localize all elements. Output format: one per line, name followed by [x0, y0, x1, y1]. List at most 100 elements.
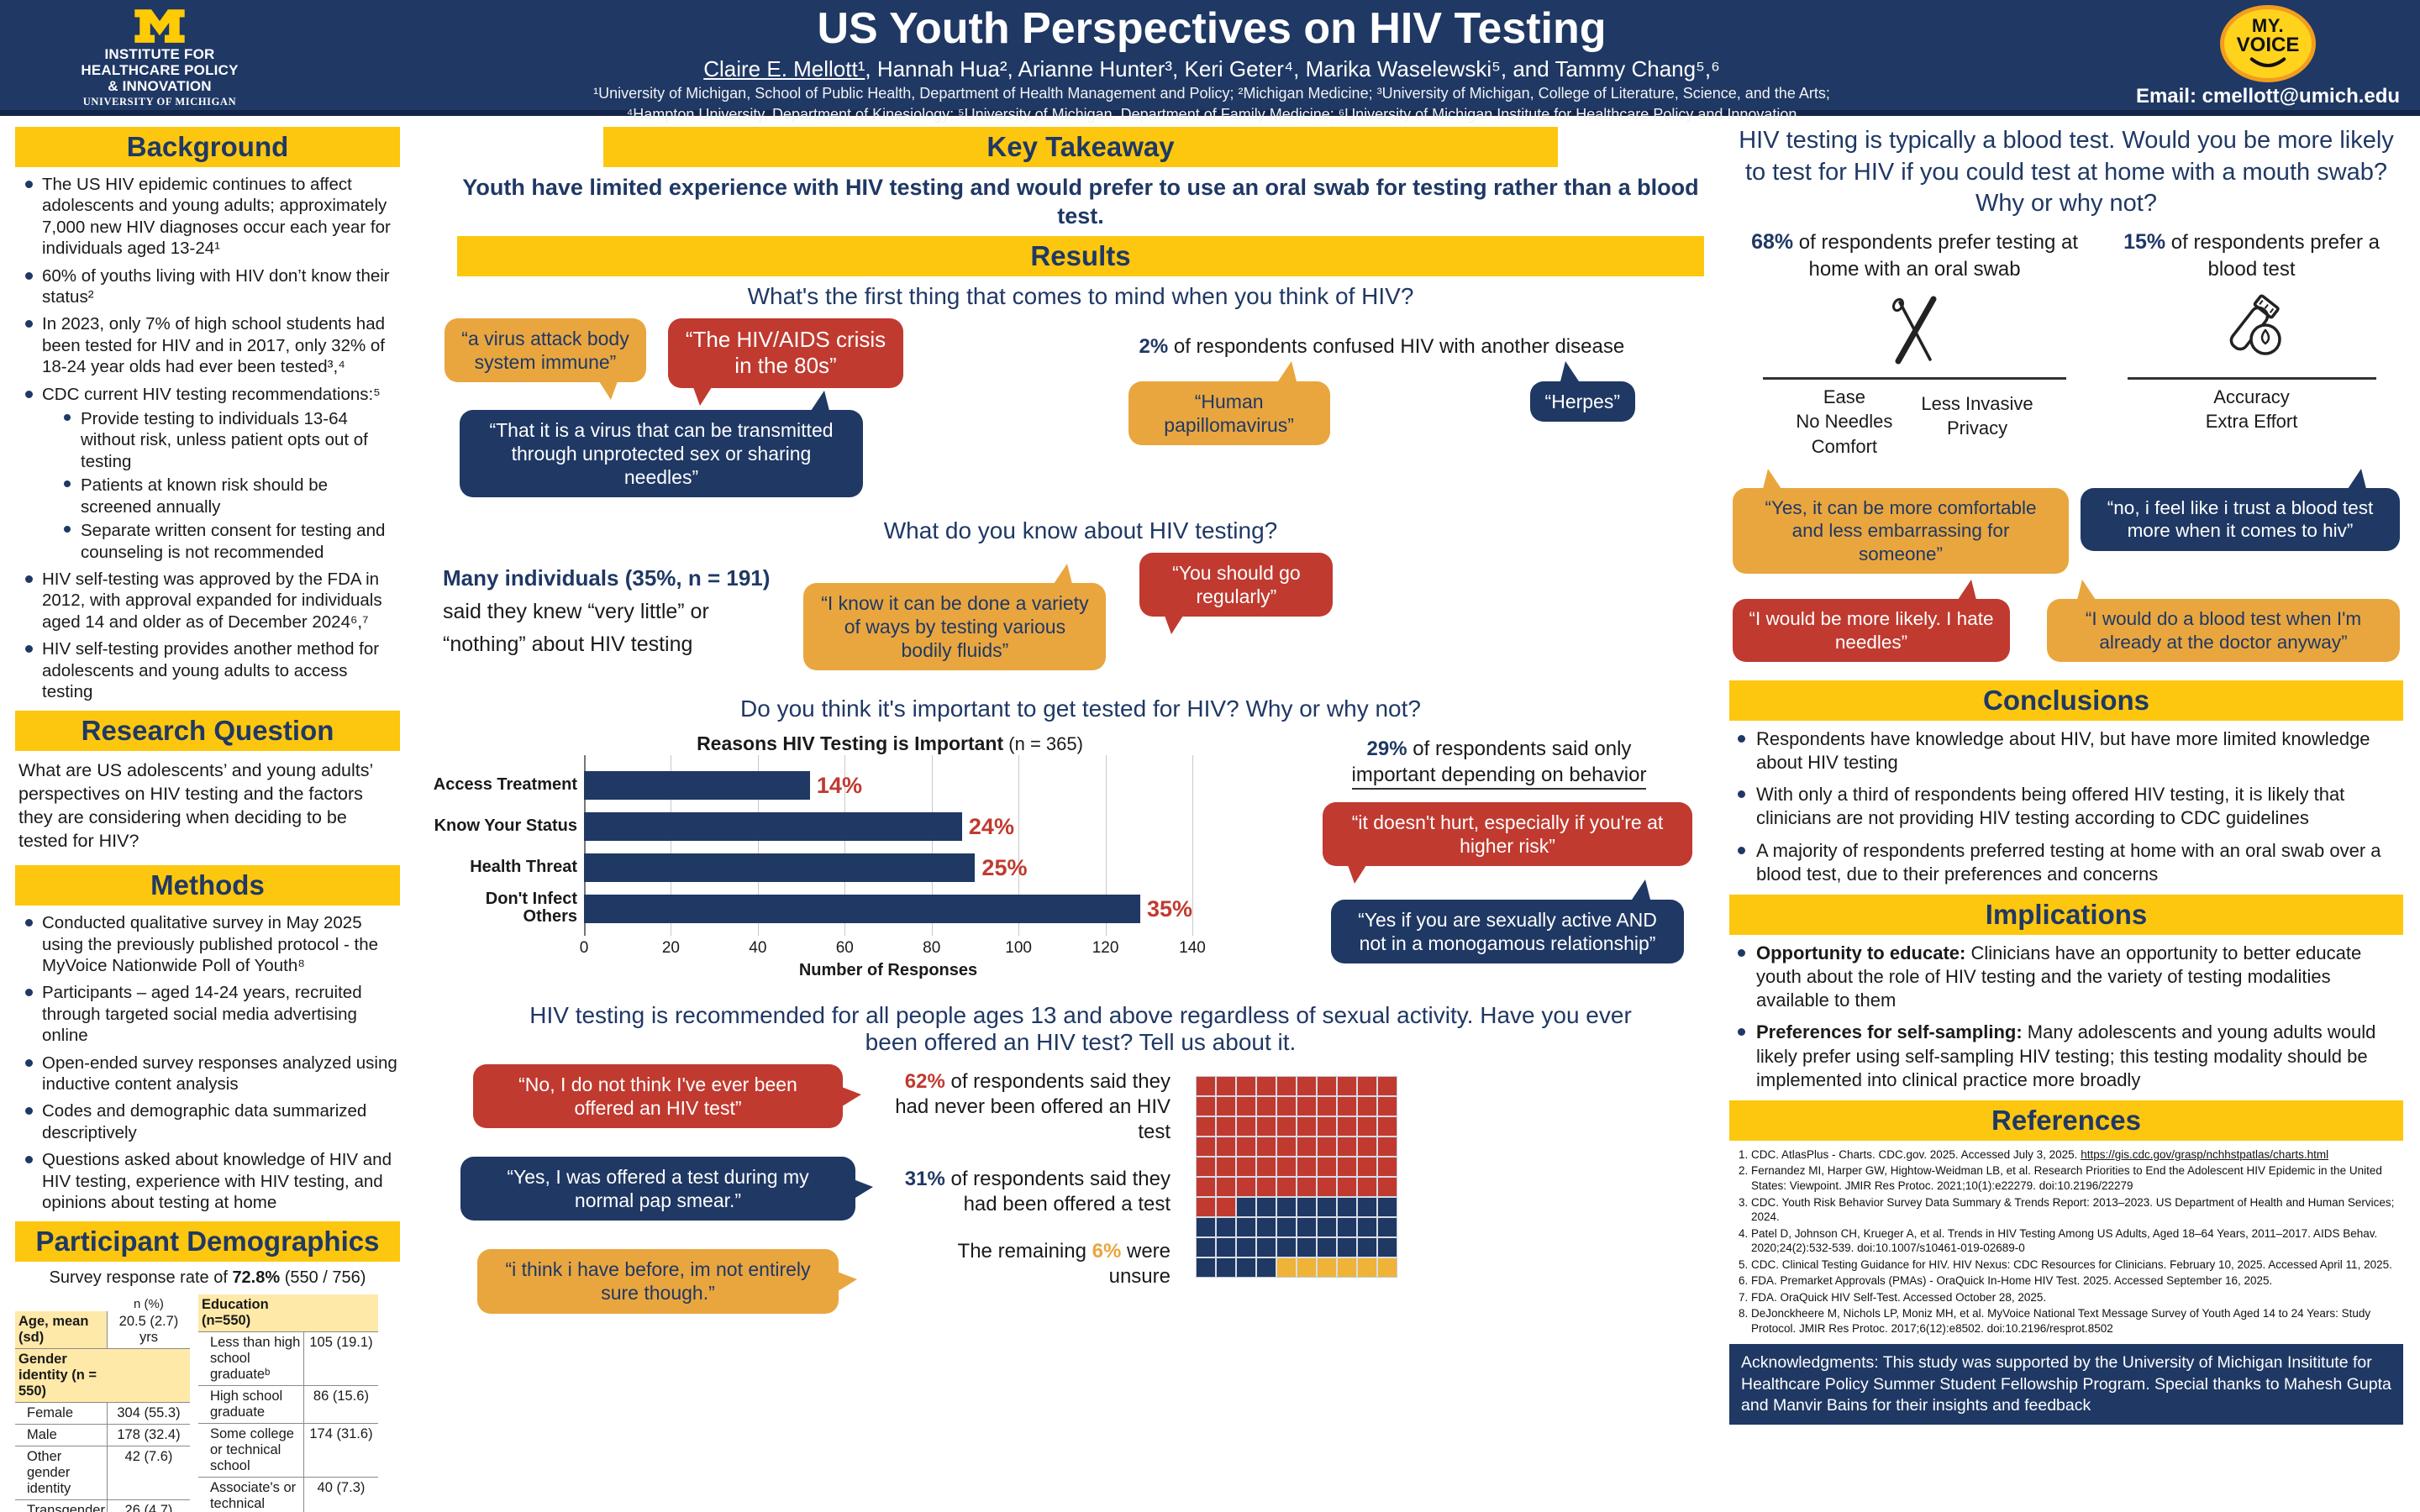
reference-text: Patel D, Johnson CH, Krueger A, et al. T…	[1751, 1226, 2378, 1255]
waffle-cell	[1378, 1097, 1397, 1116]
q3-stat-line2: important depending on behavior	[1351, 764, 1647, 790]
waffle-cell	[1358, 1258, 1376, 1278]
q2-lead-bold: Many individuals (35%, n = 191)	[443, 565, 771, 591]
waffle-cell	[1297, 1117, 1316, 1137]
acknowledgments: Acknowledgments: This study was supporte…	[1729, 1344, 2403, 1425]
waffle-cell	[1378, 1077, 1397, 1096]
bullet-text: In 2023, only 7% of high school students…	[42, 314, 386, 377]
bullet-text: HIV self-testing was approved by the FDA…	[42, 569, 382, 632]
chart-category-labels: Access Treatment Know Your Status Health T…	[428, 759, 584, 936]
reference-item: FDA. Premarket Approvals (PMAs) - OraQui…	[1751, 1273, 2403, 1289]
bullet-item: 60% of youths living with HIV don’t know…	[22, 265, 398, 308]
swab-icon-block	[1729, 287, 2100, 385]
pref-blood-text: of respondents prefer a blood test	[2165, 231, 2380, 281]
reference-item: CDC. Youth Risk Behavior Survey Data Sum…	[1751, 1195, 2403, 1225]
coauthors: , Hannah Hua², Arianne Hunter³, Keri Get…	[865, 56, 1720, 82]
waffle-cell	[1297, 1097, 1316, 1116]
sub-bullet-text: Separate written consent for testing and…	[64, 520, 398, 563]
bar-category-label: Don't Infect Others	[485, 890, 577, 927]
bullet-text: Open-ended survey responses analyzed usi…	[22, 1053, 398, 1095]
demographics-right-block: Education (n=550) Less than high school …	[197, 1294, 400, 1512]
waffle-cell	[1378, 1178, 1397, 1197]
bullet-item: In 2023, only 7% of high school students…	[22, 313, 398, 377]
quote-bubble: “The HIV/AIDS crisis in the 80s”	[668, 318, 903, 407]
waffle-cell	[1257, 1258, 1276, 1278]
table-row: Associate's or technical degree 40 (7.3)	[198, 1478, 378, 1512]
bullet-text: Conducted qualitative survey in May 2025…	[22, 912, 398, 976]
waffle-cell	[1197, 1178, 1215, 1197]
row-value: 105 (19.1)	[309, 1335, 373, 1351]
table-row: Age, mean (sd) 20.5 (2.7) yrs	[15, 1311, 190, 1350]
quote-bubble: “I would do a blood test when I'm alread…	[2047, 579, 2400, 662]
blood-icon-block	[2100, 287, 2403, 385]
reference-item: DeJonckheere M, Nichols LP, Moniz MH, et…	[1751, 1306, 2403, 1336]
axis-tick-label: 80	[923, 939, 941, 958]
demographics-table-left: n (%) Age, mean (sd) 20.5 (2.7) yrs Gend…	[15, 1294, 190, 1512]
references-list: CDC. AtlasPlus - Charts. CDC.gov. 2025. …	[1729, 1147, 2403, 1336]
bullet-text: Respondents have knowledge about HIV, bu…	[1734, 727, 2403, 774]
waffle-cell	[1277, 1077, 1296, 1096]
reference-text: CDC. AtlasPlus - Charts. CDC.gov. 2025. …	[1751, 1147, 2081, 1161]
response-rate-suffix: (550 / 756)	[280, 1268, 366, 1288]
poster-title: US Youth Perspectives on HIV Testing	[817, 4, 1607, 53]
divider	[2127, 376, 2376, 380]
waffle-cell	[1338, 1178, 1356, 1197]
response-rate: Survey response rate of 72.8% (550 / 756…	[15, 1268, 400, 1288]
bar-row: 35%	[584, 894, 1251, 924]
response-rate-value: 72.8%	[232, 1268, 281, 1288]
reference-item: CDC. AtlasPlus - Charts. CDC.gov. 2025. …	[1751, 1147, 2403, 1163]
myvoice-my: MY.	[2251, 15, 2285, 36]
waffle-cell	[1217, 1158, 1235, 1177]
reference-text: FDA. OraQuick HIV Self-Test. Accessed Oc…	[1751, 1290, 2047, 1304]
waffle-cell	[1297, 1198, 1316, 1217]
bullet-text: Participants – aged 14-24 years, recruit…	[22, 982, 398, 1046]
q4-stat-3: The remaining 6% were unsure	[893, 1239, 1171, 1289]
waffle-cell	[1318, 1218, 1336, 1237]
quote-bubble: “I know it can be done a variety of ways…	[803, 564, 1107, 671]
chart-x-label: Number of Responses	[798, 961, 978, 980]
bullet-rest: Clinicians have an opportunity to better…	[1756, 942, 2362, 1011]
waffle-cell	[1378, 1238, 1397, 1257]
label-line: No Needles	[1796, 411, 1893, 433]
row-label	[15, 1294, 108, 1311]
axis-tick-label: 60	[835, 939, 854, 958]
methods-bullets: Conducted qualitative survey in May 2025…	[15, 912, 400, 1213]
waffle-cell	[1257, 1097, 1276, 1116]
q1-block: “a virus attack body system immune” “The…	[426, 318, 1735, 498]
q3-right: 29% of respondents said only important de…	[1271, 731, 1744, 980]
demographics-tables: n (%) Age, mean (sd) 20.5 (2.7) yrs Gend…	[15, 1294, 400, 1512]
waffle-cell	[1237, 1097, 1255, 1116]
sub-bullet-text: Provide testing to individuals 13-64 wit…	[64, 408, 398, 472]
response-rate-prefix: Survey response rate of	[49, 1268, 233, 1288]
waffle-cell	[1197, 1097, 1215, 1116]
row-label: Associate's or technical degree	[198, 1478, 304, 1512]
divider	[1762, 376, 2067, 380]
bar-row: 14%	[584, 770, 1251, 801]
waffle-cell	[1197, 1258, 1215, 1278]
label-line: Extra Effort	[2205, 411, 2298, 433]
row-label: Education (n=550)	[201, 1297, 269, 1329]
row-label: Male	[15, 1425, 108, 1446]
q2-lead-line3: “nothing” about HIV testing	[443, 632, 693, 656]
left-column: Background The US HIV epidemic continues…	[15, 122, 400, 1512]
table-row: Some college or technical school 174 (31…	[197, 1424, 378, 1478]
bullet-text: HIV self-testing provides another method…	[42, 639, 380, 701]
table-row: Female 304 (55.3)	[15, 1403, 190, 1425]
table-row: Less than high school graduateᵇ 105 (19.…	[197, 1332, 378, 1387]
axis-tick-label: 100	[1005, 939, 1032, 958]
row-value	[108, 1349, 190, 1402]
quotes-row-2: “I would be more likely. I hate needles”…	[1729, 579, 2403, 662]
institute-name: INSTITUTE FOR HEALTHCARE POLICY & INNOVA…	[81, 46, 238, 108]
q3-stat-value: 29%	[1366, 738, 1407, 761]
bullet-text: With only a third of respondents being o…	[1734, 783, 2403, 830]
q4-block: “No, I do not think I've ever been offer…	[448, 1064, 1744, 1314]
waffle-cell	[1257, 1238, 1276, 1257]
q2-lead: Many individuals (35%, n = 191) said the…	[443, 561, 770, 660]
waffle-cell	[1257, 1198, 1276, 1217]
research-question-text: What are US adolescents’ and young adult…	[18, 760, 373, 852]
institute-line1: INSTITUTE FOR	[104, 46, 215, 63]
waffle-cell	[1297, 1077, 1316, 1096]
q3-stat-text: of respondents said only	[1407, 738, 1632, 761]
row-value: 42 (7.6)	[124, 1449, 173, 1465]
table-row: Transgender 26 (4.7)	[15, 1500, 190, 1512]
